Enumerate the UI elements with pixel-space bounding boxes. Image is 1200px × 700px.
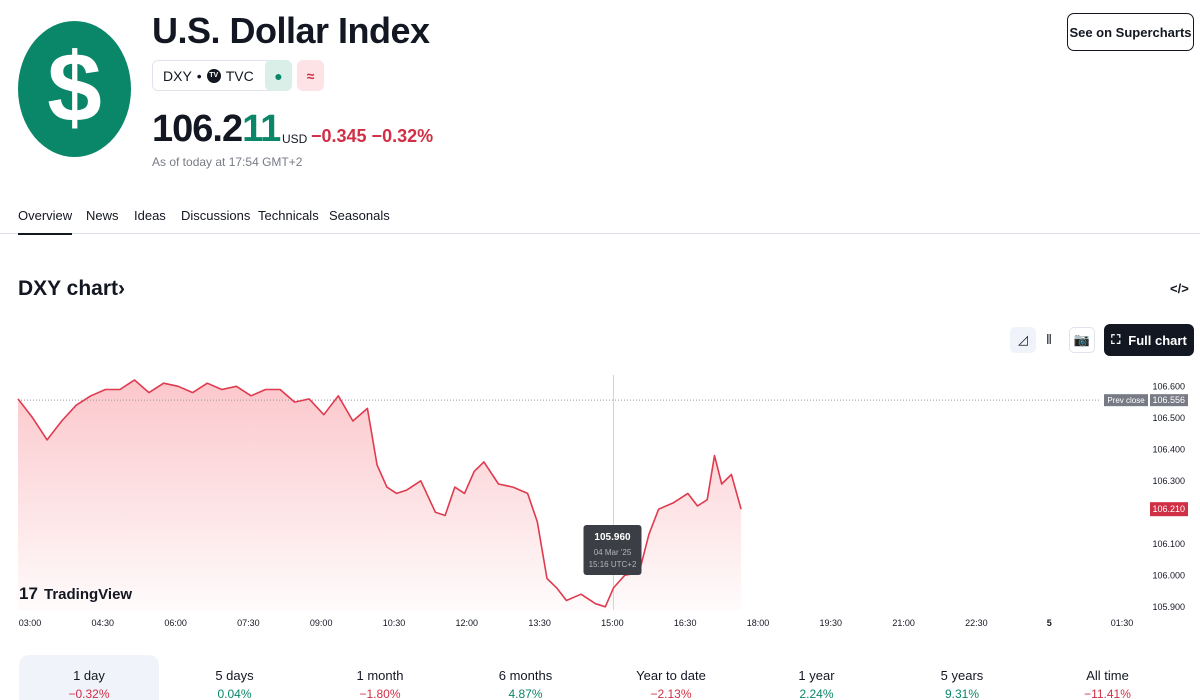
x-tick-label: 22:30 xyxy=(965,618,988,628)
period-label: All time xyxy=(1086,668,1129,683)
tradingview-watermark: TradingView xyxy=(44,586,132,603)
period-change: −1.80% xyxy=(359,687,401,700)
price-chart[interactable]: 105.960 04 Mar '25 15:16 UTC+2 106.600 106.5… xyxy=(0,370,1200,640)
tab-technicals[interactable]: Technicals xyxy=(258,208,319,223)
x-tick-label: 12:00 xyxy=(456,618,479,628)
fullscreen-icon: ⛶ xyxy=(1111,332,1121,347)
x-tick-label: 5 xyxy=(1047,618,1052,628)
camera-icon[interactable]: 📷 xyxy=(1069,327,1095,353)
area-chart-icon[interactable]: ◿ xyxy=(1010,327,1036,353)
period-label: 1 year xyxy=(798,668,835,683)
period-5-years[interactable]: 5 years 9.31% xyxy=(892,655,1032,700)
full-chart-label: Full chart xyxy=(1128,332,1187,348)
x-tick-label: 21:00 xyxy=(892,618,915,628)
prev-close-label-box xyxy=(1104,394,1148,407)
tradingview-exchange-icon: TV xyxy=(206,68,221,83)
x-tick-label: 04:30 xyxy=(92,618,115,628)
period-change: 0.04% xyxy=(217,687,252,700)
symbol-ticker: DXY xyxy=(163,67,192,84)
period-label: 1 month xyxy=(356,668,404,683)
tab-ideas[interactable]: Ideas xyxy=(134,208,166,223)
page-title: U.S. Dollar Index xyxy=(152,10,430,51)
x-tick-label: 10:30 xyxy=(383,618,406,628)
period-change: 4.87% xyxy=(508,687,543,700)
area-fill xyxy=(18,380,742,610)
x-tick-label: 13:30 xyxy=(528,618,551,628)
price-change: −0.345 −0.32% xyxy=(311,126,434,146)
chart-section-title[interactable]: DXY chart› xyxy=(18,277,125,300)
period-selector: 1 day −0.32% 5 days 0.04% 1 month −1.80% 6 mon… xyxy=(0,655,1200,700)
embed-code-icon[interactable]: </> xyxy=(1170,281,1189,296)
market-status-icon[interactable]: ● xyxy=(265,60,292,91)
y-tick-label: 106.500 xyxy=(1152,413,1185,423)
full-chart-button[interactable]: ⛶ Full chart xyxy=(1104,324,1194,356)
tooltip-box xyxy=(583,525,642,575)
period-1-year[interactable]: 1 year 2.24% xyxy=(747,655,887,700)
y-tick-label: 106.600 xyxy=(1152,381,1185,391)
as-of-timestamp: As of today at 17:54 GMT+2 xyxy=(152,155,303,169)
y-tick-label: 106.300 xyxy=(1152,476,1185,486)
chevron-right-icon: › xyxy=(118,277,125,300)
x-tick-label: 16:30 xyxy=(674,618,697,628)
period-change: −2.13% xyxy=(650,687,692,700)
period-change: −11.41% xyxy=(1084,687,1131,700)
period-all-time[interactable]: All time −11.41% xyxy=(1038,655,1178,700)
tab-seasonals[interactable]: Seasonals xyxy=(329,208,390,223)
last-price-box xyxy=(1150,502,1188,517)
period-5-days[interactable]: 5 days 0.04% xyxy=(165,655,305,700)
tradingview-logo-icon: 17 xyxy=(19,584,38,603)
x-tick-label: 19:30 xyxy=(820,618,843,628)
tooltip-time: 15:16 UTC+2 xyxy=(589,560,637,569)
price-line xyxy=(17,379,742,608)
y-tick-label: 106.400 xyxy=(1152,444,1185,454)
prev-close-label: Prev close xyxy=(1107,396,1145,405)
trend-icon[interactable]: ≈ xyxy=(297,60,324,91)
tab-news[interactable]: News xyxy=(86,208,119,223)
prev-close-value: 106.556 xyxy=(1152,395,1185,405)
separator-dot: • xyxy=(196,67,202,84)
tooltip-date: 04 Mar '25 xyxy=(594,548,632,557)
tab-overview[interactable]: Overview xyxy=(18,208,73,235)
last-price-value: 106.210 xyxy=(1152,504,1185,514)
exchange-name: TVC xyxy=(225,67,254,84)
period-label: 5 days xyxy=(215,668,254,683)
symbol-selector[interactable]: DXY • TV TVC ⌄ xyxy=(152,60,283,91)
period-label: 1 day xyxy=(73,668,105,683)
x-tick-label: 18:00 xyxy=(747,618,770,628)
prev-close-value-box xyxy=(1150,394,1188,407)
dollar-logo-icon: $ xyxy=(18,21,131,157)
period-label: Year to date xyxy=(636,668,706,683)
x-tick-label: 07:30 xyxy=(237,618,260,628)
x-tick-label: 06:00 xyxy=(164,618,187,628)
period-change: 2.24% xyxy=(799,687,834,700)
period-label: 6 months xyxy=(498,668,553,683)
x-tick-label: 09:00 xyxy=(310,618,333,628)
tab-discussions[interactable]: Discussions xyxy=(181,208,251,223)
y-tick-label: 106.000 xyxy=(1152,570,1185,580)
period-6-months[interactable]: 6 months 4.87% xyxy=(456,655,596,700)
period-change: 9.31% xyxy=(944,687,980,700)
period-1-month[interactable]: 1 month −1.80% xyxy=(310,655,450,700)
period-year-to-date[interactable]: Year to date −2.13% xyxy=(601,655,741,700)
y-tick-label: 105.900 xyxy=(1152,602,1185,612)
candlestick-icon[interactable]: ⫴ xyxy=(1046,332,1052,347)
see-on-supercharts-button[interactable]: See on Supercharts xyxy=(1067,13,1194,51)
x-tick-label: 15:00 xyxy=(601,618,624,628)
x-tick-label: 03:00 xyxy=(19,618,42,628)
period-1-day[interactable]: 1 day −0.32% xyxy=(19,655,159,700)
tooltip-value: 105.960 xyxy=(594,532,631,543)
period-label: 5 years xyxy=(940,668,984,683)
price: 106.211 xyxy=(152,108,281,150)
y-tick-label: 106.100 xyxy=(1152,539,1185,549)
tab-bar: Overview News Ideas Discussions Technica… xyxy=(0,198,1200,235)
period-change: −0.32% xyxy=(68,687,110,700)
currency-label: USD xyxy=(282,132,308,146)
x-tick-label: 01:30 xyxy=(1111,618,1134,628)
